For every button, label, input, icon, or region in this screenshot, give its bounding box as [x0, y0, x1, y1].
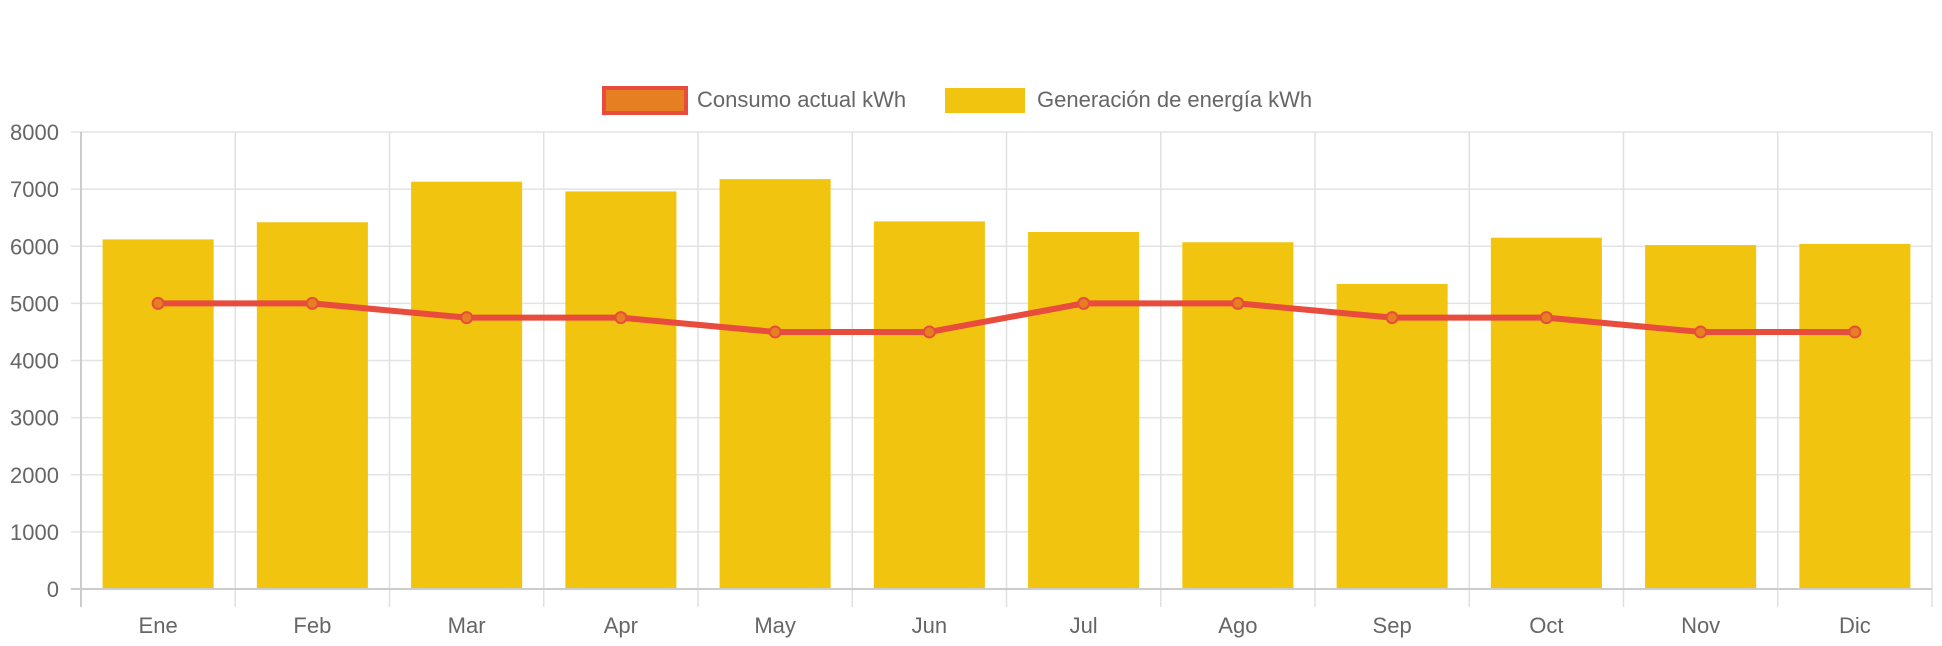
point-nov	[1694, 325, 1708, 339]
point-mar	[460, 311, 474, 325]
bar-ago	[1182, 242, 1294, 589]
x-tick-label: Mar	[448, 613, 486, 638]
legend-swatch-generacion	[945, 88, 1025, 113]
line-series	[151, 296, 1862, 339]
point-ago	[1231, 296, 1245, 310]
legend-label-consumo: Consumo actual kWh	[697, 87, 906, 112]
x-tick-label: Feb	[293, 613, 331, 638]
point-apr	[614, 311, 628, 325]
x-tick-label: Nov	[1681, 613, 1720, 638]
x-axis-labels: Ene Feb Mar Apr May Jun Jul Ago Sep Oct Nov Dic	[139, 613, 1871, 638]
legend-swatch-consumo	[602, 86, 688, 115]
y-tick-label: 5000	[10, 291, 59, 316]
bar-mar	[411, 181, 523, 590]
point-ene	[151, 296, 165, 310]
bar-apr	[565, 191, 677, 589]
y-tick-label: 7000	[10, 177, 59, 202]
grid	[71, 131, 1933, 607]
consumo-line	[158, 300, 1855, 335]
y-tick-label: 1000	[10, 520, 59, 545]
legend-label-generacion: Generación de energía kWh	[1037, 87, 1312, 112]
bar-dic	[1799, 243, 1911, 589]
x-tick-label: Jul	[1070, 613, 1098, 638]
legend-item-generacion[interactable]: Generación de energía kWh	[945, 87, 1312, 113]
bar-sep	[1336, 283, 1448, 589]
bar-nov	[1645, 245, 1757, 590]
x-tick-label: Sep	[1373, 613, 1412, 638]
point-jun	[922, 325, 936, 339]
point-may	[768, 325, 782, 339]
x-tick-label: Apr	[604, 613, 638, 638]
point-feb	[305, 296, 319, 310]
point-oct	[1539, 311, 1553, 325]
bar-oct	[1490, 237, 1602, 589]
point-dic	[1848, 325, 1862, 339]
x-tick-label: Dic	[1839, 613, 1871, 638]
y-tick-label: 8000	[10, 120, 59, 145]
y-tick-label: 3000	[10, 406, 59, 431]
x-tick-label: Ago	[1218, 613, 1257, 638]
axes	[71, 132, 1932, 607]
x-tick-label: Oct	[1529, 613, 1563, 638]
y-tick-label: 0	[47, 577, 59, 602]
bar-feb	[256, 222, 368, 589]
bar-jul	[1028, 231, 1140, 589]
x-tick-label: Ene	[139, 613, 178, 638]
point-jul	[1077, 296, 1091, 310]
bars	[102, 179, 1911, 590]
legend: Consumo actual kWh Generación de energía…	[602, 86, 1312, 115]
point-sep	[1385, 311, 1399, 325]
y-tick-label: 2000	[10, 463, 59, 488]
bar-may	[719, 179, 831, 590]
x-tick-label: Jun	[912, 613, 947, 638]
y-axis-labels: 0 1000 2000 3000 4000 5000 6000 7000 8000	[10, 120, 59, 602]
y-tick-label: 4000	[10, 349, 59, 374]
bar-jun	[873, 221, 985, 589]
bar-ene	[102, 239, 214, 589]
x-tick-label: May	[754, 613, 796, 638]
legend-item-consumo[interactable]: Consumo actual kWh	[602, 86, 906, 115]
y-tick-label: 6000	[10, 234, 59, 259]
